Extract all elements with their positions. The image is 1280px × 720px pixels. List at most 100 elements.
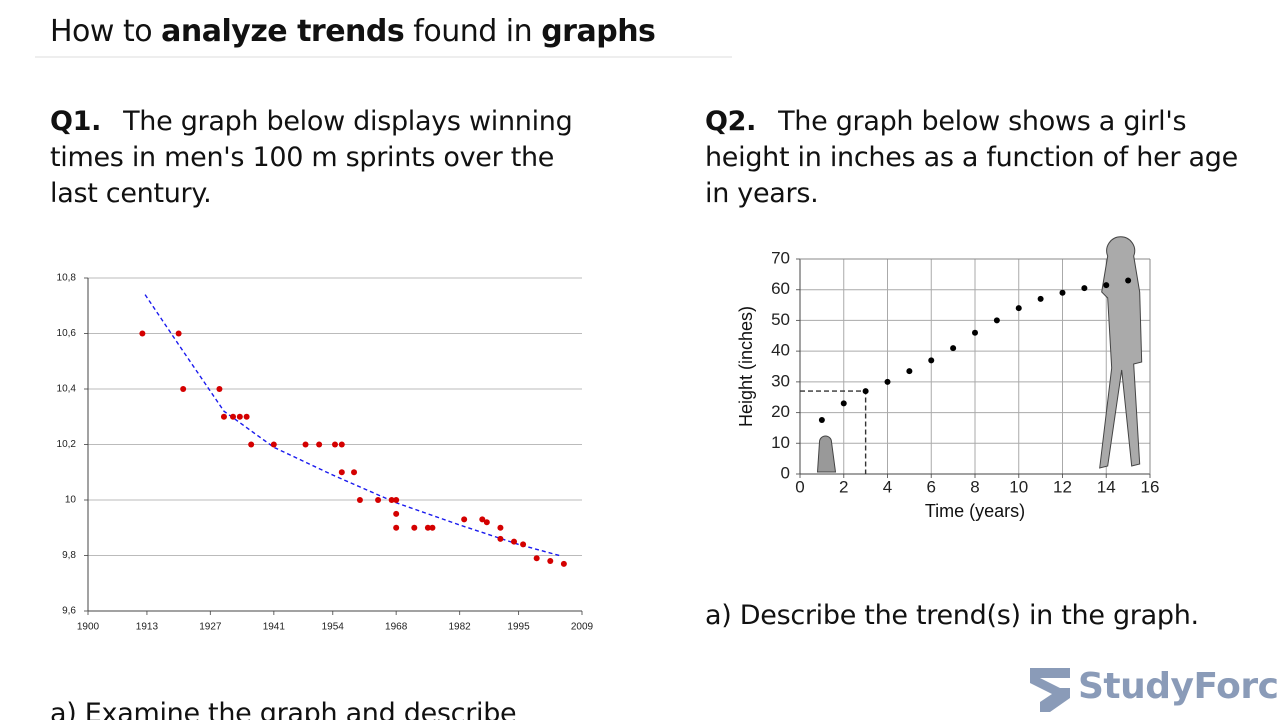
data-point <box>1037 295 1044 302</box>
title: How to analyze trends found in graphs <box>50 14 656 49</box>
data-point <box>497 524 504 531</box>
y-tick-label: 70 <box>771 248 790 267</box>
title-part: analyze trends <box>161 14 405 49</box>
data-point <box>411 524 418 531</box>
y-axis-label: Height (inches) <box>736 306 756 427</box>
title-part: found in <box>404 14 542 49</box>
data-point <box>139 330 146 337</box>
x-tick-label: 2009 <box>571 622 594 633</box>
data-point <box>356 497 363 503</box>
y-tick-label: 20 <box>771 402 790 421</box>
title-part: How to <box>50 14 162 49</box>
data-point <box>1081 285 1088 292</box>
x-tick-label: 1995 <box>507 622 530 633</box>
q-label: Q2. <box>705 106 757 137</box>
y-tick-label: 50 <box>771 310 790 329</box>
x-tick-label: 6 <box>927 477 936 496</box>
data-point <box>316 441 323 448</box>
data-point <box>483 519 490 526</box>
data-point <box>928 357 935 364</box>
y-tick-label: 10 <box>65 495 77 506</box>
y-tick-label: 10,6 <box>57 328 77 339</box>
x-tick-label: 1941 <box>263 622 286 633</box>
data-point <box>375 497 382 503</box>
y-tick-label: 0 <box>781 463 790 482</box>
data-point <box>388 497 395 503</box>
data-point <box>236 413 243 420</box>
data-point <box>818 416 825 423</box>
y-tick-label: 9,6 <box>62 606 76 617</box>
data-point <box>216 386 223 392</box>
q-text: The graph below displays winning times i… <box>50 106 573 209</box>
data-point <box>338 469 345 476</box>
data-point <box>993 317 1000 324</box>
x-tick-label: 4 <box>883 477 892 496</box>
x-tick-label: 1900 <box>77 622 100 633</box>
data-point <box>560 560 567 567</box>
x-tick-label: 1982 <box>449 622 472 633</box>
data-point <box>220 413 227 420</box>
data-point <box>393 524 400 531</box>
data-point <box>230 413 237 420</box>
x-tick-label: 0 <box>795 477 804 496</box>
q-label: Q1. <box>50 106 102 137</box>
data-point <box>862 388 869 395</box>
x-tick-label: 2 <box>839 477 848 496</box>
girl-figure <box>1099 236 1143 469</box>
data-point <box>1015 305 1022 312</box>
data-point <box>338 441 345 448</box>
data-point <box>950 345 957 352</box>
data-point <box>840 400 847 407</box>
data-point <box>1125 277 1132 284</box>
title-part: graphs <box>541 14 656 49</box>
q1-question: a) Examine the graph and describe <box>50 698 517 720</box>
y-tick-label: 10,4 <box>57 384 77 395</box>
data-point <box>547 558 554 565</box>
y-tick-label: 10,2 <box>57 439 77 450</box>
logo-icon <box>1030 668 1070 712</box>
x-tick-label: 1968 <box>385 622 408 633</box>
q-text: The graph below shows a girl's height in… <box>705 106 1238 209</box>
data-point <box>429 524 436 531</box>
x-tick-label: 1913 <box>136 622 159 633</box>
trend-line <box>144 294 560 557</box>
data-point <box>1059 289 1066 296</box>
data-point <box>533 555 540 562</box>
x-tick-label: 1954 <box>322 622 345 633</box>
y-tick-label: 9,8 <box>62 550 76 561</box>
x-tick-label: 14 <box>1097 477 1116 496</box>
q2: Q2. The graph below shows a girl's height… <box>705 104 1255 212</box>
data-point <box>180 386 187 392</box>
y-tick-label: 40 <box>771 341 790 360</box>
x-tick-label: 12 <box>1053 477 1072 496</box>
data-point <box>461 516 468 523</box>
data-point <box>302 441 309 448</box>
data-point <box>393 510 400 517</box>
data-point <box>972 329 978 336</box>
data-point <box>243 413 250 420</box>
data-point <box>1103 282 1110 289</box>
y-tick-label: 10,8 <box>57 273 77 284</box>
data-point <box>351 469 358 476</box>
logo: StudyForce <box>1078 666 1280 707</box>
x-tick-label: 10 <box>1009 477 1028 496</box>
y-tick-label: 60 <box>771 279 790 298</box>
data-point <box>479 516 486 523</box>
data-point <box>332 441 338 448</box>
x-tick-label: 16 <box>1141 477 1160 496</box>
data-point <box>511 538 518 545</box>
data-point <box>175 330 182 337</box>
data-point <box>424 524 431 531</box>
data-point <box>248 441 255 448</box>
data-point <box>497 535 504 542</box>
q1: Q1. The graph below displays winning time… <box>50 104 595 212</box>
y-tick-label: 10 <box>771 433 790 452</box>
data-point <box>884 378 891 385</box>
x-axis-label: Time (years) <box>925 501 1025 521</box>
child-figure <box>816 435 837 473</box>
data-point <box>906 368 913 375</box>
x-tick-label: 1927 <box>199 622 222 633</box>
x-tick-label: 8 <box>970 477 979 496</box>
